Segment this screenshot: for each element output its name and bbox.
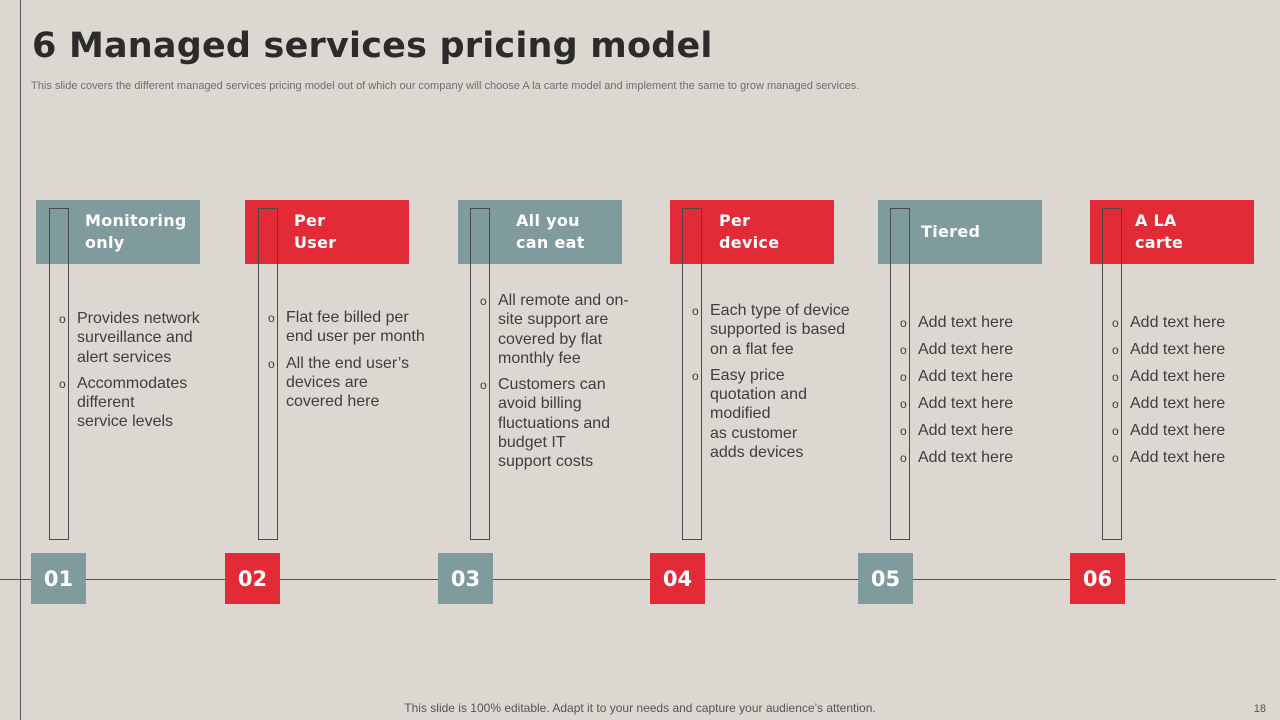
list-item: o All the end user’s devices are covered …	[268, 354, 428, 412]
circle-bullet-icon: o	[900, 370, 907, 385]
model-number-badge: 04	[650, 553, 705, 604]
model-connector-bar	[1102, 208, 1122, 540]
bullet-text: Add text here	[1130, 341, 1226, 359]
bullet-text: Accommodates different service levels	[77, 374, 188, 431]
list-item: o Accommodates different service levels	[59, 374, 209, 432]
model-number-badge: 03	[438, 553, 493, 604]
list-item: o Provides network surveillance and alert…	[59, 309, 209, 367]
bullet-text: Provides network surveillance and alert …	[77, 310, 200, 366]
bullet-text: Easy price quotation and modified as cus…	[710, 366, 807, 462]
bullet-text: Add text here	[918, 422, 1014, 440]
footer-note: This slide is 100% editable. Adapt it to…	[404, 701, 876, 715]
list-item: o Flat fee billed per end user per month	[268, 308, 428, 347]
model-header-monitoring-only: Monitoring only	[36, 200, 200, 264]
model-connector-bar	[470, 208, 490, 540]
list-item: o Add text here	[1112, 421, 1262, 440]
model-number-badge: 06	[1070, 553, 1125, 604]
model-header-tiered: Tiered	[878, 200, 1042, 264]
model-title: Monitoring only	[85, 211, 187, 252]
list-item: o Customers can avoid billing fluctuation…	[480, 375, 640, 471]
model-header-per-device: Per device	[670, 200, 834, 264]
bullet-text: Add text here	[918, 341, 1014, 359]
model-title: All you can eat	[516, 211, 585, 252]
list-item: o Add text here	[1112, 340, 1262, 359]
model-title: A LA carte	[1135, 211, 1184, 252]
bullet-text: Add text here	[1130, 368, 1226, 386]
bullet-text: Each type of device supported is based o…	[710, 302, 850, 358]
bullet-text: Add text here	[918, 314, 1014, 331]
bullet-text: Add text here	[918, 368, 1014, 386]
model-title: Tiered	[921, 222, 981, 241]
model-connector-bar	[258, 208, 278, 540]
circle-bullet-icon: o	[1112, 451, 1119, 466]
model-bullets-monitoring-only: o Provides network surveillance and alert…	[59, 309, 209, 439]
circle-bullet-icon: o	[59, 376, 66, 391]
list-item: o Add text here	[900, 340, 1050, 359]
model-title: Per device	[719, 211, 780, 252]
circle-bullet-icon: o	[900, 397, 907, 412]
list-item: o Add text here	[900, 367, 1050, 386]
bullet-text: Add text here	[1130, 422, 1226, 440]
page-title: 6 Managed services pricing model	[32, 26, 713, 66]
circle-bullet-icon: o	[1112, 343, 1119, 358]
list-item: o All remote and on- site support are cov…	[480, 291, 640, 368]
model-bullets-per-device: o Each type of device supported is based …	[692, 301, 862, 469]
timeline-axis	[0, 579, 1276, 580]
list-item: o Add text here	[1112, 313, 1262, 332]
circle-bullet-icon: o	[692, 368, 699, 383]
circle-bullet-icon: o	[268, 311, 275, 325]
model-header-all-you-can-eat: All you can eat	[458, 200, 622, 264]
model-bullets-all-you-can-eat: o All remote and on- site support are cov…	[480, 291, 640, 479]
circle-bullet-icon: o	[59, 312, 66, 326]
circle-bullet-icon: o	[268, 356, 275, 371]
page-subtitle: This slide covers the different managed …	[31, 80, 860, 92]
bullet-text: Flat fee billed per end user per month	[286, 309, 425, 346]
model-connector-bar	[890, 208, 910, 540]
model-connector-bar	[49, 208, 69, 540]
model-title: Per User	[294, 211, 337, 252]
circle-bullet-icon: o	[480, 378, 487, 393]
circle-bullet-icon: o	[1112, 397, 1119, 412]
circle-bullet-icon: o	[480, 294, 487, 308]
bullet-text: All the end user’s devices are covered h…	[286, 354, 410, 411]
bullet-text: Customers can avoid billing fluctuations…	[498, 376, 611, 471]
list-item: o Add text here	[900, 394, 1050, 413]
circle-bullet-icon: o	[692, 304, 699, 318]
circle-bullet-icon: o	[1112, 316, 1119, 330]
model-connector-bar	[682, 208, 702, 540]
model-bullets-per-user: o Flat fee billed per end user per month …	[268, 308, 428, 418]
model-number-badge: 01	[31, 553, 86, 604]
circle-bullet-icon: o	[1112, 424, 1119, 439]
circle-bullet-icon: o	[900, 343, 907, 358]
model-number-badge: 02	[225, 553, 280, 604]
list-item: o Add text here	[900, 313, 1050, 332]
list-item: o Each type of device supported is based …	[692, 301, 862, 359]
circle-bullet-icon: o	[900, 316, 907, 330]
bullet-text: All remote and on- site support are cove…	[498, 292, 629, 367]
list-item: o Add text here	[1112, 367, 1262, 386]
page-number: 18	[1253, 703, 1266, 715]
list-item: o Add text here	[900, 448, 1050, 467]
model-bullets-a-la-carte: o Add text here o Add text here o Add text …	[1112, 313, 1262, 476]
model-header-a-la-carte: A LA carte	[1090, 200, 1254, 264]
list-item: o Add text here	[1112, 394, 1262, 413]
bullet-text: Add text here	[1130, 449, 1226, 467]
left-vertical-rule	[20, 0, 21, 720]
circle-bullet-icon: o	[900, 424, 907, 439]
list-item: o Add text here	[900, 421, 1050, 440]
bullet-text: Add text here	[1130, 395, 1226, 413]
bullet-text: Add text here	[918, 449, 1014, 467]
model-bullets-tiered: o Add text here o Add text here o Add text …	[900, 313, 1050, 476]
circle-bullet-icon: o	[1112, 370, 1119, 385]
list-item: o Easy price quotation and modified as cu…	[692, 366, 862, 462]
circle-bullet-icon: o	[900, 451, 907, 466]
bullet-text: Add text here	[1130, 314, 1226, 331]
model-header-per-user: Per User	[245, 200, 409, 264]
list-item: o Add text here	[1112, 448, 1262, 467]
model-number-badge: 05	[858, 553, 913, 604]
bullet-text: Add text here	[918, 395, 1014, 413]
